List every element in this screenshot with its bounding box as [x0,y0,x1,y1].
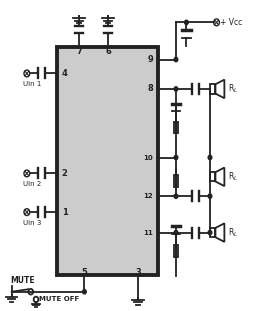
Text: R$_L$: R$_L$ [228,83,238,95]
Text: 12: 12 [143,193,153,199]
Text: 10: 10 [143,155,153,160]
Bar [174,245,178,257]
Circle shape [174,87,178,91]
Text: Uin 1: Uin 1 [23,81,41,87]
Circle shape [208,194,212,198]
Circle shape [174,194,178,198]
Bar [174,175,178,187]
Text: 3: 3 [135,268,141,277]
Bar [57,47,158,275]
Text: 7: 7 [76,47,82,56]
Text: 1: 1 [62,208,68,217]
Text: MUTE: MUTE [10,276,35,285]
Text: R$_L$: R$_L$ [228,226,238,239]
Text: MUTE OFF: MUTE OFF [39,296,80,303]
Circle shape [185,20,188,25]
Circle shape [28,289,33,295]
Text: 9: 9 [147,55,153,64]
Text: R$_L$: R$_L$ [228,171,238,183]
Circle shape [174,57,178,62]
Circle shape [208,230,212,235]
Text: 8: 8 [147,84,153,93]
Text: + Vcc: + Vcc [220,18,243,27]
Bar [174,122,178,133]
Text: Uin 2: Uin 2 [23,181,41,187]
Circle shape [174,155,178,160]
Circle shape [208,155,212,160]
Text: 11: 11 [143,230,153,236]
Bar [210,172,215,182]
Circle shape [83,290,86,294]
Text: Uin 3: Uin 3 [23,220,41,226]
Bar [210,84,215,94]
Circle shape [174,230,178,235]
Circle shape [34,297,38,302]
Text: 6: 6 [105,47,111,56]
Text: 4: 4 [62,69,68,78]
Text: 5: 5 [82,268,87,277]
Text: 2: 2 [62,169,68,178]
Bar [210,228,215,237]
